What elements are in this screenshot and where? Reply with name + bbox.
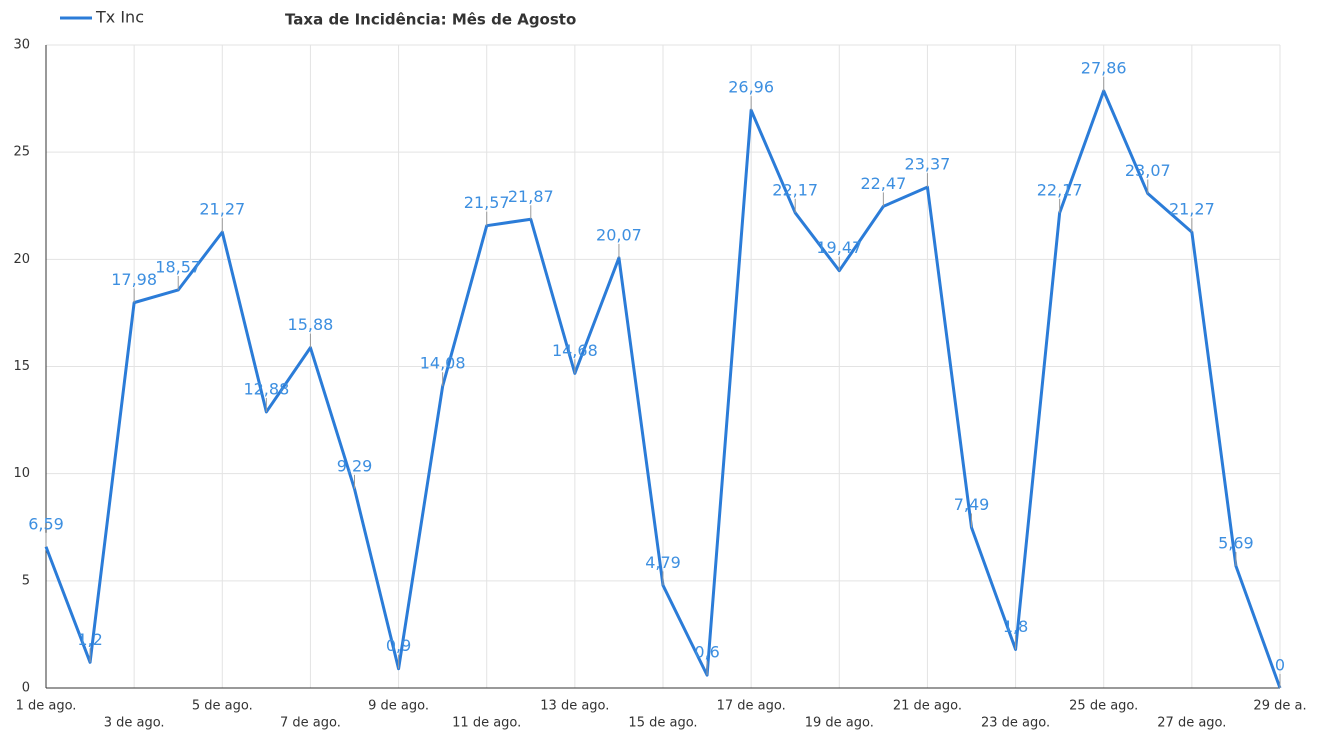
chart-title: Taxa de Incidência: Mês de Agosto [285,11,576,29]
y-tick-label: 20 [13,252,30,267]
x-tick-label: 25 de ago. [1069,699,1138,714]
data-label: 19,47 [816,238,862,257]
data-label: 22,17 [1037,180,1083,199]
data-label: 5,69 [1218,534,1254,553]
data-label: 9,29 [337,456,373,475]
y-tick-label: 10 [13,466,30,481]
data-label: 21,87 [508,187,554,206]
data-label: 14,08 [420,354,466,373]
data-label: 4,79 [645,553,681,572]
data-label: 21,27 [1169,200,1215,219]
data-label: 1,8 [1003,617,1028,636]
x-tick-label: 1 de ago. [16,699,77,714]
data-label: 0 [1275,656,1285,675]
y-tick-label: 30 [13,38,30,53]
x-tick-label: 7 de ago. [280,716,341,731]
y-tick-label: 25 [13,145,30,160]
data-label: 7,49 [954,495,990,514]
y-tick-label: 0 [22,681,30,696]
x-tick-label: 13 de ago. [540,699,609,714]
data-label: 23,37 [905,155,951,174]
data-label: 27,86 [1081,58,1127,77]
data-label: 6,59 [28,514,64,533]
data-label: 12,88 [243,379,289,398]
data-label: 0,6 [694,643,719,662]
data-label: 22,17 [772,180,818,199]
data-label: 15,88 [288,315,334,334]
data-label: 18,57 [155,257,201,276]
x-tick-label: 23 de ago. [981,716,1050,731]
x-tick-label: 27 de ago. [1157,716,1226,731]
x-tick-label: 19 de ago. [805,716,874,731]
data-label: 14,68 [552,341,598,360]
x-tick-label: 17 de ago. [717,699,786,714]
x-tick-label: 15 de ago. [628,716,697,731]
data-label: 26,96 [728,78,774,97]
x-tick-label: 21 de ago. [893,699,962,714]
data-label: 23,07 [1125,161,1171,180]
x-tick-label: 5 de ago. [192,699,253,714]
y-tick-label: 5 [22,573,30,588]
x-tick-label: 3 de ago. [104,716,165,731]
x-tick-label: 11 de ago. [452,716,521,731]
data-label: 1,2 [77,630,102,649]
x-tick-label: 29 de a. [1253,699,1306,714]
x-tick-label: 9 de ago. [368,699,429,714]
data-label: 22,47 [860,174,906,193]
data-label: 21,57 [464,193,510,212]
y-tick-label: 15 [13,359,30,374]
legend-label: Tx Inc [95,8,144,27]
data-label: 0,9 [386,636,411,655]
data-label: 21,27 [199,200,245,219]
data-label: 17,98 [111,270,157,289]
data-label: 20,07 [596,225,642,244]
